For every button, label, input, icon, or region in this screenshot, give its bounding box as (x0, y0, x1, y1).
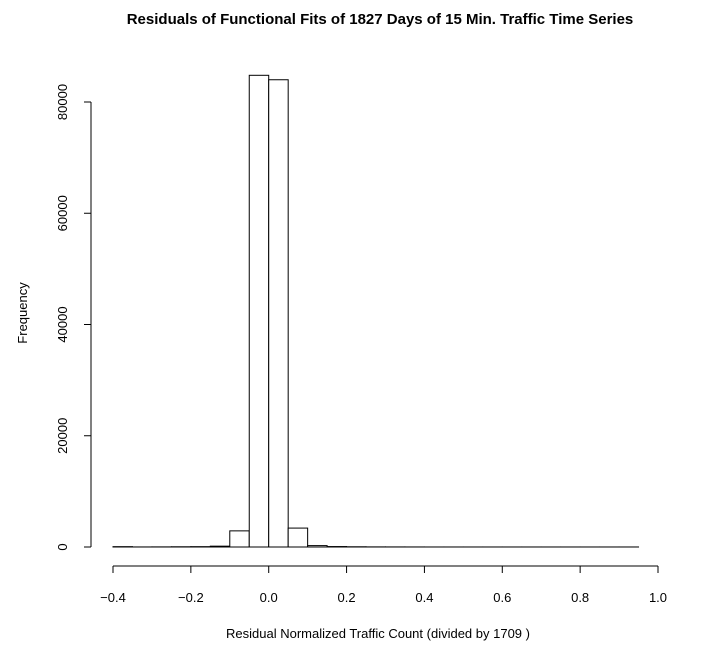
histogram-bar (307, 545, 328, 548)
x-tick-label: 0.6 (493, 590, 511, 605)
x-tick-label: −0.4 (100, 590, 126, 605)
x-tick-label: 0.0 (260, 590, 278, 605)
x-axis: −0.4 −0.2 0.0 0.2 0.4 0.6 0.8 1.0 (100, 565, 667, 605)
histogram-bar (268, 79, 289, 548)
chart-title: Residuals of Functional Fits of 1827 Day… (127, 11, 634, 28)
histogram-bar (229, 530, 250, 548)
y-tick-label: 20000 (55, 418, 70, 454)
x-tick-label: 0.8 (571, 590, 589, 605)
y-tick-label: 80000 (55, 84, 70, 120)
x-axis-label: Residual Normalized Traffic Count (divid… (226, 626, 530, 641)
y-tick-label: 40000 (55, 306, 70, 342)
y-tick-label: 60000 (55, 195, 70, 231)
x-tick-label: −0.2 (178, 590, 204, 605)
histogram-bar (287, 527, 309, 548)
x-tick-label: 0.4 (415, 590, 433, 605)
y-tick-label: 0 (55, 543, 70, 550)
y-axis: 0 20000 40000 60000 80000 (55, 84, 92, 551)
histogram-bar (209, 545, 231, 548)
histogram-bars (112, 74, 640, 548)
y-axis-label: Frequency (15, 282, 30, 344)
x-tick-label: 1.0 (649, 590, 667, 605)
histogram-bar (248, 74, 270, 548)
x-tick-label: 0.2 (338, 590, 356, 605)
